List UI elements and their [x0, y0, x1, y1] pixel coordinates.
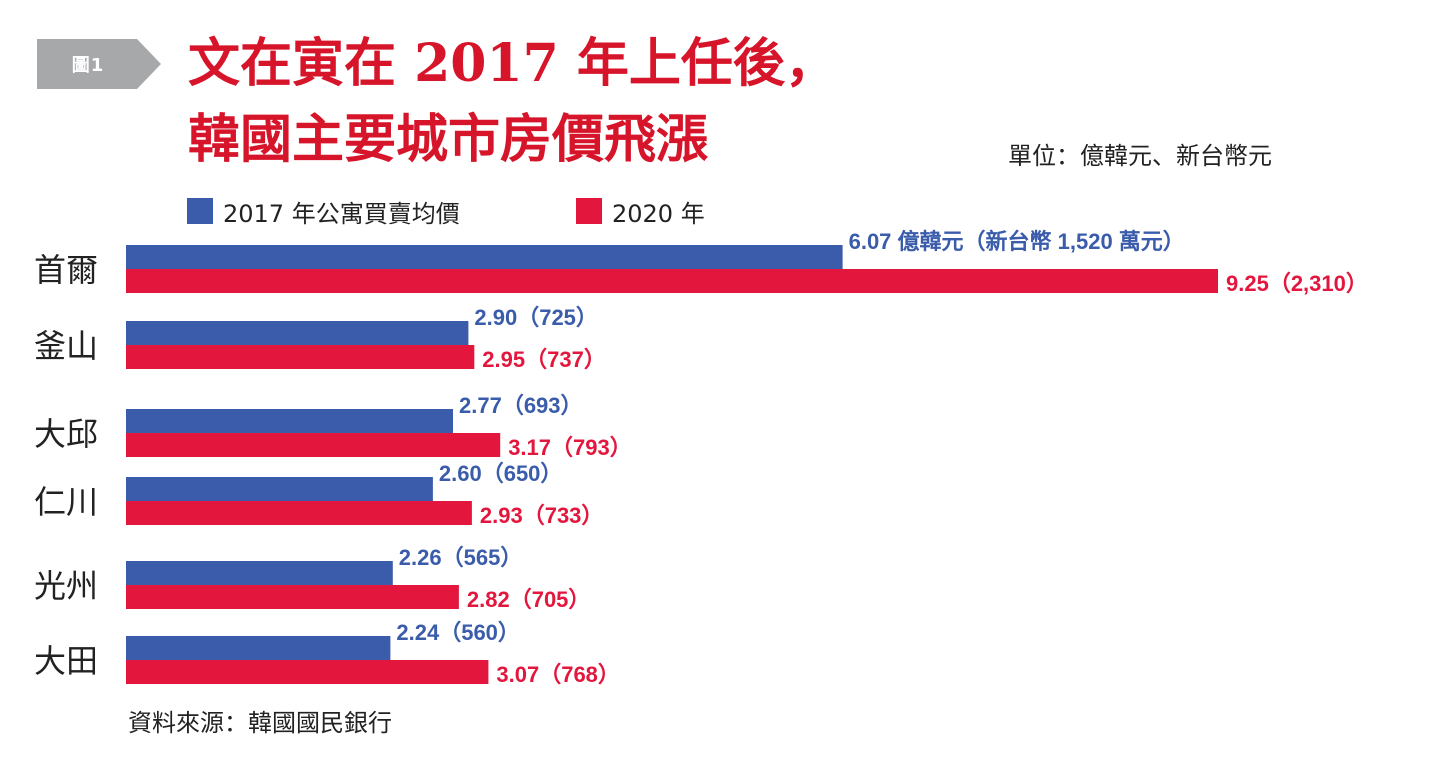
category-label-3: 仁川	[34, 483, 98, 521]
source-note: 資料來源：韓國國民銀行	[128, 709, 392, 737]
legend-item-2020: 2020 年	[576, 193, 705, 229]
data-label-2017-4: 2.26（565）	[399, 545, 523, 570]
data-label-2020-2: 3.17（793）	[508, 435, 632, 460]
data-label-2017-1: 2.90（725）	[474, 305, 598, 330]
bar-2020-5	[126, 660, 489, 684]
data-label-2020-3: 2.93（733）	[480, 503, 604, 528]
bar-2020-2	[126, 433, 501, 457]
bar-2020-1	[126, 345, 475, 369]
bar-2017-2	[126, 409, 453, 433]
data-label-2017-2: 2.77（693）	[459, 393, 583, 418]
chart-title-line-1: 文在寅在 2017 年上任後，	[188, 33, 837, 94]
category-label-4: 光州	[34, 567, 98, 605]
legend-label-2020: 2020 年	[612, 199, 705, 228]
data-label-2020-5: 3.07（768）	[496, 662, 620, 687]
chart-title-line-2: 韓國主要城市房價飛漲	[188, 109, 709, 170]
bar-2017-4	[126, 561, 393, 585]
category-label-1: 釜山	[34, 327, 98, 365]
bar-2020-3	[126, 501, 472, 525]
legend-swatch-2020	[576, 198, 602, 224]
legend-swatch-2017	[187, 198, 213, 224]
data-label-2020-4: 2.82（705）	[467, 587, 591, 612]
figure-badge: 圖1	[37, 39, 161, 89]
data-label-2020-0: 9.25（2,310）	[1226, 271, 1368, 296]
data-label-2017-3: 2.60（650）	[439, 461, 563, 486]
bar-2017-1	[126, 321, 469, 345]
data-label-2017-5: 2.24（560）	[396, 620, 520, 645]
data-label-2017-0: 6.07 億韓元（新台幣 1,520 萬元）	[849, 229, 1185, 254]
legend-label-2017: 2017 年公寓買賣均價	[223, 199, 460, 228]
bar-2017-3	[126, 477, 433, 501]
bar-2017-5	[126, 636, 391, 660]
bar-2020-0	[126, 269, 1218, 293]
category-label-2: 大邱	[34, 415, 98, 453]
category-label-0: 首爾	[34, 251, 98, 289]
unit-note: 單位：億韓元、新台幣元	[1008, 142, 1272, 170]
legend-item-2017: 2017 年公寓買賣均價	[187, 193, 460, 229]
category-label-5: 大田	[34, 642, 98, 680]
bar-2017-0	[126, 245, 843, 269]
bar-2020-4	[126, 585, 459, 609]
data-label-2020-1: 2.95（737）	[482, 347, 606, 372]
